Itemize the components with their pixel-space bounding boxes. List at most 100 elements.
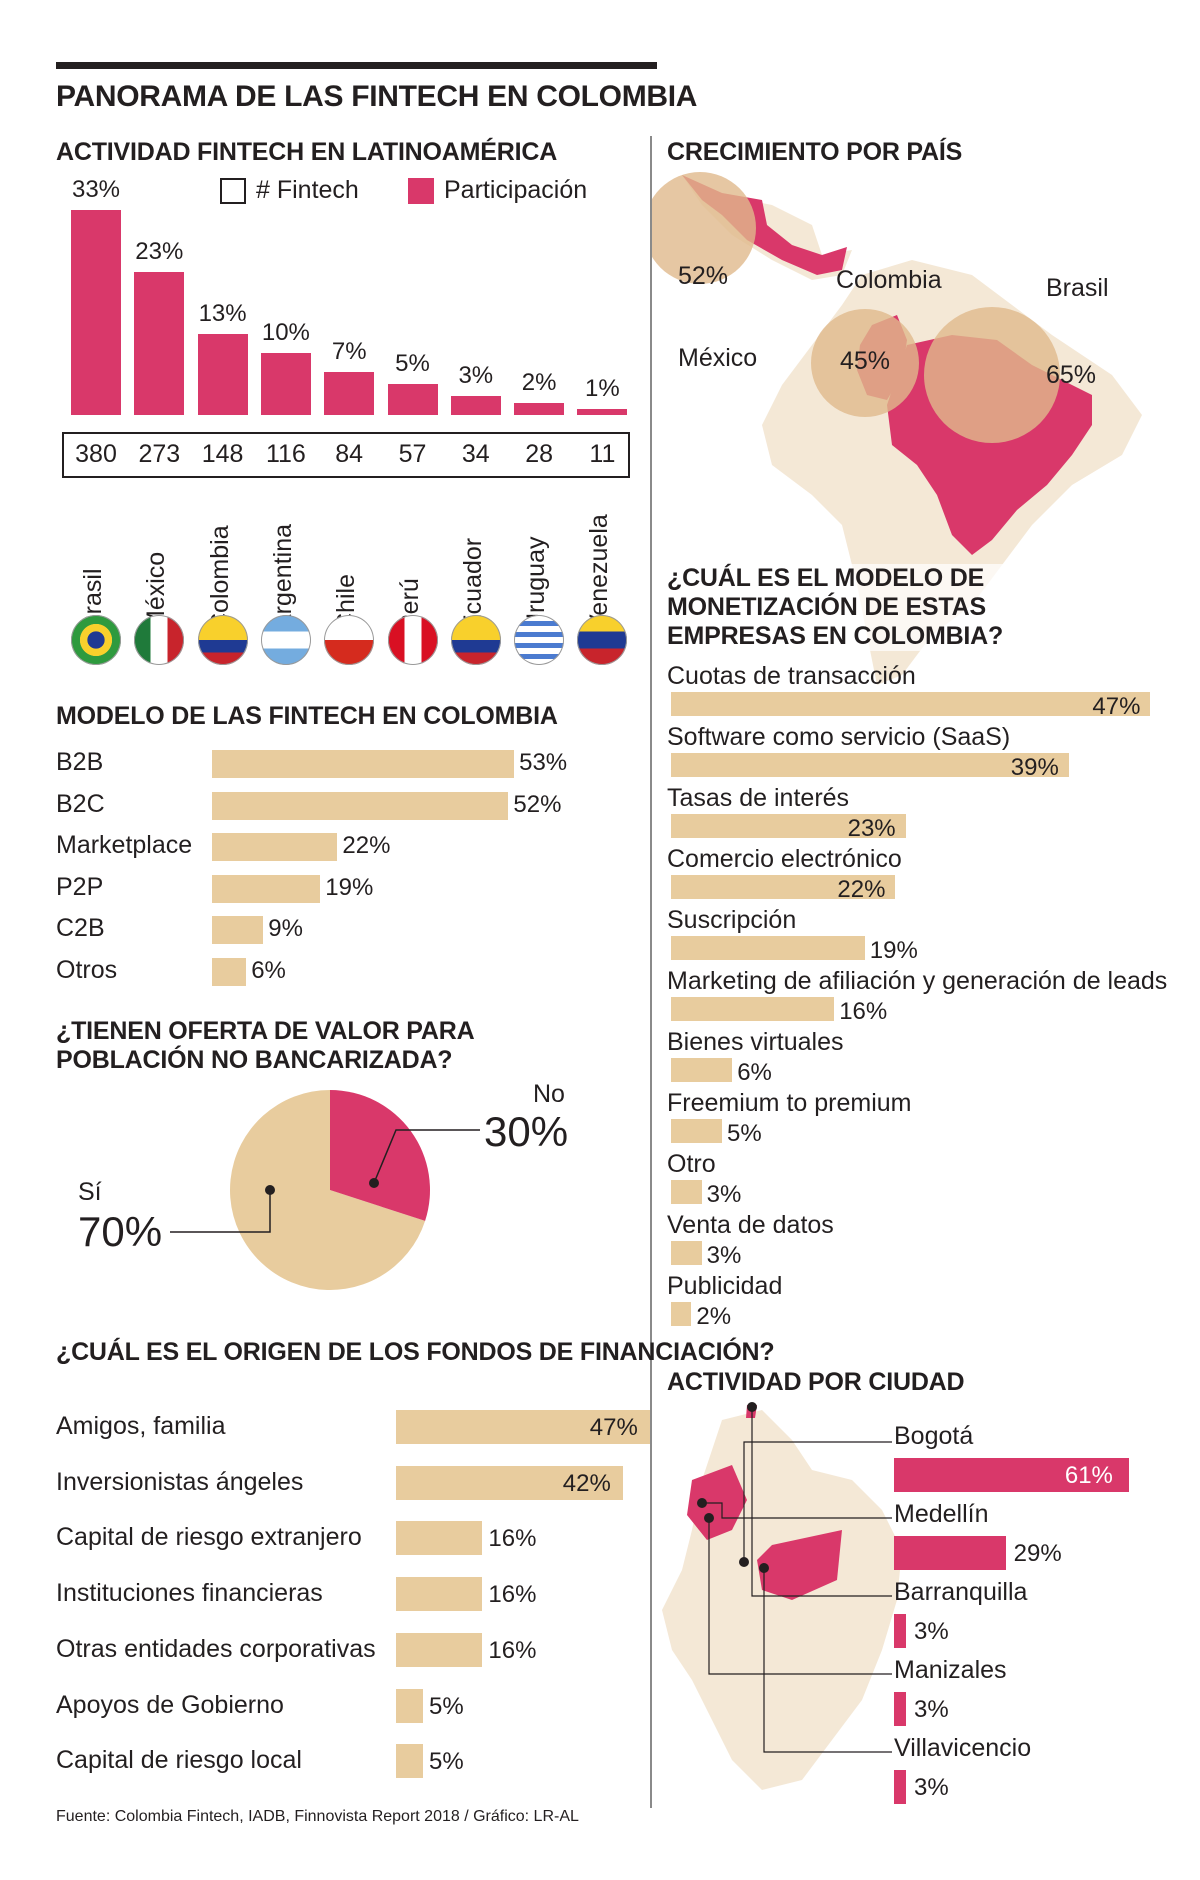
dot-medellin <box>697 1498 707 1508</box>
share-bar <box>577 408 628 415</box>
share-bar <box>71 210 121 415</box>
fintech-count: 57 <box>398 440 427 468</box>
monetization-value: 23% <box>847 815 896 842</box>
unbanked-title: ¿TIENEN OFERTA DE VALOR PARA POBLACIÓN N… <box>56 1017 474 1074</box>
cities-title: ACTIVIDAD POR CIUDAD <box>667 1368 965 1396</box>
city-bar <box>894 1536 1006 1570</box>
share-label: 10% <box>261 319 310 346</box>
model-category: C2B <box>56 914 105 942</box>
pie-label-si: Sí <box>78 1178 102 1206</box>
share-label: 23% <box>135 238 184 266</box>
pie-leader-no <box>373 1129 480 1184</box>
model-bar <box>212 957 247 986</box>
model-bar <box>212 916 264 944</box>
city-bar <box>894 1458 1129 1492</box>
city-name: Bogotá <box>894 1422 974 1450</box>
venezuela-flag-icon <box>577 615 628 665</box>
monetization-value: 3% <box>706 1181 742 1208</box>
funding-bar <box>396 1521 483 1556</box>
pie-dot-si <box>265 1185 275 1195</box>
pie-label-no: No <box>533 1080 565 1108</box>
funding-value: 47% <box>589 1414 638 1441</box>
share-label: 1% <box>585 374 620 402</box>
dot-villavicencio <box>759 1563 769 1573</box>
share-bar <box>450 396 501 415</box>
legend-count-swatch <box>220 178 246 204</box>
monetization-bar <box>671 936 865 960</box>
model-category: B2C <box>56 789 105 818</box>
share-bar <box>324 371 375 415</box>
model-bar <box>212 833 338 861</box>
colombia-map <box>662 1402 902 1790</box>
colombia-growth-country: Colombia <box>836 266 942 294</box>
dot-manizales <box>704 1513 714 1523</box>
unbanked-pie-chart <box>170 1090 480 1290</box>
funding-bar <box>396 1410 650 1444</box>
pie-slice-no <box>330 1090 430 1221</box>
city-name: Villavicencio <box>894 1734 1032 1762</box>
latam-title: ACTIVIDAD FINTECH EN LATINOAMÉRICA <box>56 138 558 166</box>
share-bar <box>260 353 311 415</box>
monetization-category: Marketing de afiliación y generación de … <box>667 967 1168 995</box>
pie-leader-si <box>170 1190 271 1233</box>
model-bar <box>212 874 321 903</box>
share-label: 5% <box>395 350 430 377</box>
city-name: Barranquilla <box>894 1578 1028 1606</box>
monetization-category: Bienes virtuales <box>667 1028 844 1056</box>
funding-bar <box>396 1744 423 1779</box>
ecuador-flag-icon <box>450 615 501 665</box>
city-bar <box>894 1692 906 1726</box>
monetization-value: 5% <box>727 1120 762 1147</box>
fintech-count: 148 <box>201 440 244 468</box>
city-value: 3% <box>914 1618 949 1645</box>
mexico-bubble <box>652 172 756 284</box>
monetization-category: Publicidad <box>667 1272 783 1300</box>
model-value: 22% <box>342 832 391 859</box>
monetization-bar <box>671 1241 702 1265</box>
monetization-value: 6% <box>737 1059 772 1086</box>
source-note: Fuente: Colombia Fintech, IADB, Finnovis… <box>56 1808 579 1825</box>
pie-slice-si <box>230 1090 426 1290</box>
funding-category: Apoyos de Gobierno <box>56 1690 284 1719</box>
funding-category: Instituciones financieras <box>56 1579 323 1608</box>
page-title: PANORAMA DE LAS FINTECH EN COLOMBIA <box>56 80 698 113</box>
share-label: 3% <box>458 362 494 390</box>
colombia-bubble <box>811 309 919 417</box>
peru-flag-icon <box>387 615 438 665</box>
funding-value: 16% <box>488 1525 537 1553</box>
monetization-bar <box>671 1180 702 1204</box>
funding-value: 5% <box>429 1692 464 1720</box>
monetization-category: Freemium to premium <box>667 1089 912 1117</box>
argentina-flag-icon <box>260 615 311 665</box>
country-label: Venezuela <box>585 514 614 631</box>
model-value: 9% <box>268 915 303 942</box>
model-bar <box>212 750 515 778</box>
monetization-value: 19% <box>869 937 918 964</box>
leader-barranquilla <box>751 1407 892 1597</box>
monetization-category: Tasas de interés <box>667 784 850 812</box>
mexico-growth-value: 52% <box>678 262 729 290</box>
fintech-count: 11 <box>589 440 616 468</box>
legend-share-swatch <box>408 178 434 204</box>
monetization-category: Software como servicio (SaaS) <box>667 723 1011 751</box>
monetization-value: 22% <box>837 876 886 903</box>
city-name: Manizales <box>894 1656 1007 1684</box>
legend-count-label: # Fintech <box>256 176 359 204</box>
legend-share-label: Participación <box>444 176 588 204</box>
fintech-count: 273 <box>138 440 181 468</box>
chile-flag-icon <box>324 615 375 665</box>
funding-title: ¿CUÁL ES EL ORIGEN DE LOS FONDOS DE FINA… <box>56 1338 775 1366</box>
funding-bar <box>396 1577 483 1612</box>
share-label: 7% <box>331 337 367 365</box>
leader-medellin <box>702 1502 892 1519</box>
column-divider <box>650 136 652 1808</box>
colombia-land <box>662 1410 902 1790</box>
city-value: 29% <box>1013 1540 1062 1567</box>
fintech-count: 34 <box>461 440 490 468</box>
monetization-title: ¿CUÁL ES EL MODELO DE MONETIZACIÓN DE ES… <box>667 564 1047 651</box>
monetization-bar <box>671 875 896 899</box>
model-category: B2B <box>56 748 104 776</box>
meta-region <box>757 1530 842 1600</box>
monetization-value: 3% <box>706 1242 742 1269</box>
funding-value: 42% <box>562 1469 611 1497</box>
